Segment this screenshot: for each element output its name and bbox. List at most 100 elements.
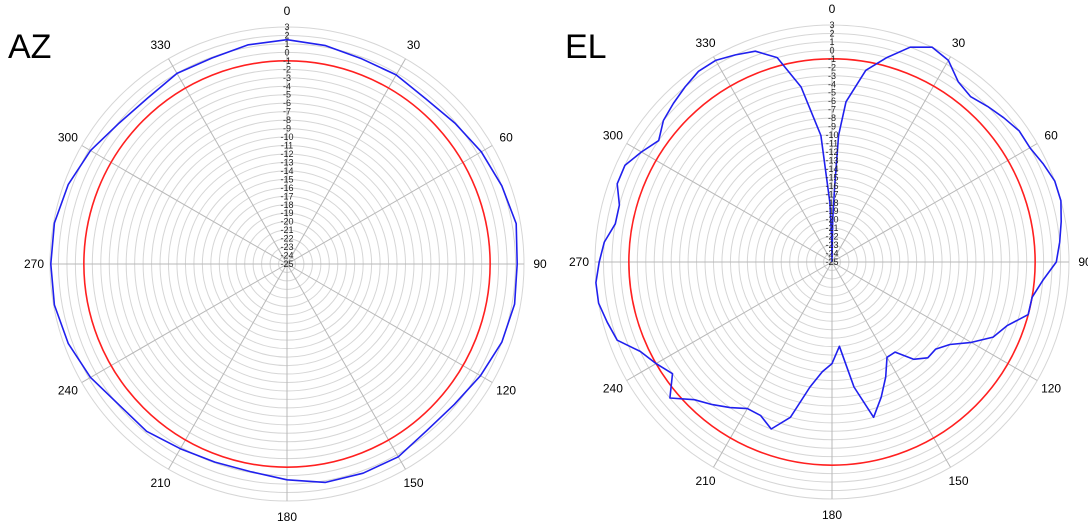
- radial-tick-label: -2: [828, 62, 836, 72]
- grid-spoke: [626, 143, 833, 263]
- radial-tick-label: -14: [825, 164, 838, 174]
- angle-tick-label: 270: [569, 255, 589, 269]
- grid-spoke: [831, 261, 1038, 381]
- angle-tick-label: 330: [695, 36, 715, 50]
- el-polar-chart: 3210-1-2-3-4-5-6-7-8-9-10-11-12-13-14-15…: [569, 2, 1088, 522]
- radial-tick-label: -4: [828, 79, 836, 89]
- radial-tick-label: -11: [281, 141, 293, 151]
- angle-tick-label: 30: [407, 38, 421, 52]
- radial-tick-label: -23: [825, 240, 838, 250]
- radial-tick-label: -21: [280, 225, 293, 235]
- angle-tick-label: 240: [603, 382, 623, 396]
- grid-spoke: [713, 261, 833, 468]
- radial-tick-label: -21: [825, 223, 838, 233]
- angle-tick-label: 330: [150, 38, 170, 52]
- az-panel-title: AZ: [8, 28, 52, 66]
- radial-tick-label: -3: [283, 73, 291, 83]
- radial-tick-label: 2: [829, 28, 834, 38]
- angle-tick-label: 0: [829, 2, 836, 16]
- radial-tick-label: -5: [828, 88, 836, 98]
- radial-tick-label: -20: [280, 217, 293, 227]
- grid-spoke: [713, 56, 833, 263]
- angle-tick-label: 270: [24, 257, 44, 271]
- radial-tick-label: 0: [284, 47, 289, 57]
- radial-tick-label: -23: [280, 242, 293, 252]
- grid-spoke: [626, 261, 833, 381]
- radial-tick-label: 1: [829, 37, 834, 47]
- radial-tick-label: -8: [283, 115, 291, 125]
- radial-tick-label: -5: [283, 90, 291, 100]
- radial-tick-label: -6: [828, 96, 836, 106]
- radial-tick-label: -6: [283, 98, 291, 108]
- grid-spoke: [286, 263, 406, 470]
- angle-tick-label: 180: [277, 510, 297, 524]
- pattern-line: [595, 46, 1062, 430]
- az-polar-chart: 3 210 -1-2-3-4-5-6-7-8-9-10-11-12-13-14-15…: [24, 4, 547, 524]
- radial-tick-label: -10: [280, 132, 293, 142]
- reference-circle: [628, 58, 1036, 466]
- grid-spoke: [831, 143, 1038, 263]
- radial-tick-label: -12: [825, 147, 838, 157]
- radial-tick-label: -9: [283, 124, 291, 134]
- radial-tick-label: -18: [825, 198, 838, 208]
- radial-tick-label: -16: [280, 183, 293, 193]
- radial-tick-label: -15: [825, 172, 838, 182]
- radial-tick-label: -24: [825, 249, 838, 259]
- radial-tick-label: -19: [825, 206, 838, 216]
- radial-tick-label: -3: [828, 71, 836, 81]
- grid-spoke: [286, 145, 493, 265]
- grid-spoke: [831, 261, 951, 468]
- radial-tick-label: -11: [826, 139, 838, 149]
- radial-tick-label: 1: [284, 39, 289, 49]
- radial-tick-label: -24: [280, 251, 293, 261]
- angle-tick-label: 30: [952, 36, 966, 50]
- radial-tick-label: -1: [283, 56, 291, 66]
- grid-spoke: [168, 263, 288, 470]
- grid-spoke: [168, 58, 288, 265]
- radial-tick-label: -17: [825, 189, 838, 199]
- radial-tick-label: -20: [825, 215, 838, 225]
- angle-tick-label: 120: [1041, 382, 1061, 396]
- angle-tick-label: 0: [284, 4, 291, 18]
- radial-tick-label: -1: [828, 54, 836, 64]
- angle-tick-label: 210: [695, 474, 715, 488]
- angle-tick-label: 180: [822, 508, 842, 522]
- angle-tick-label: 150: [403, 476, 423, 490]
- angle-tick-label: 210: [150, 476, 170, 490]
- radial-tick-label: -25: [280, 259, 293, 269]
- radial-tick-label: 3: [829, 20, 834, 30]
- radial-tick-label: -13: [280, 157, 293, 167]
- radial-tick-label: -22: [825, 232, 838, 242]
- grid-spoke: [81, 263, 288, 383]
- el-panel-title: EL: [565, 28, 607, 66]
- angle-tick-label: 120: [496, 384, 516, 398]
- grid-spoke: [81, 145, 288, 265]
- radial-tick-label: -4: [283, 81, 291, 91]
- radial-tick-label: -14: [280, 166, 293, 176]
- angle-tick-label: 90: [1078, 255, 1088, 269]
- radial-tick-label: -17: [280, 191, 293, 201]
- radial-tick-label: -19: [280, 208, 293, 218]
- radial-tick-label: -15: [280, 174, 293, 184]
- radial-tick-label: -8: [828, 113, 836, 123]
- radial-tick-label: -13: [825, 155, 838, 165]
- radial-tick-label: -16: [825, 181, 838, 191]
- radial-tick-label: -7: [283, 107, 291, 117]
- grid-spoke: [286, 58, 406, 265]
- radial-tick-label: -12: [280, 149, 293, 159]
- angle-tick-label: 300: [603, 129, 623, 143]
- radial-tick-label: -2: [283, 64, 291, 74]
- angle-tick-label: 150: [948, 474, 968, 488]
- angle-tick-label: 300: [58, 131, 78, 145]
- radial-tick-label: -18: [280, 200, 293, 210]
- angle-tick-label: 240: [58, 384, 78, 398]
- radial-tick-label: -25: [825, 257, 838, 267]
- angle-tick-label: 90: [533, 257, 547, 271]
- radial-tick-label: 3: [284, 22, 289, 32]
- radial-tick-label: -9: [828, 122, 836, 132]
- grid-spoke: [286, 263, 493, 383]
- reference-circle: [83, 60, 491, 468]
- radial-tick-label: 0: [829, 45, 834, 55]
- pattern-line: [50, 38, 518, 484]
